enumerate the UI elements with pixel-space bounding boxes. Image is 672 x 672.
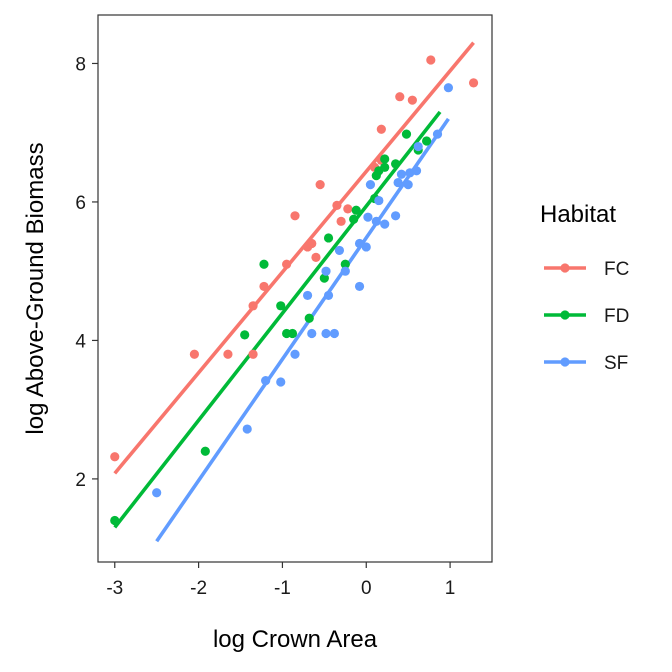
data-point-fc [248, 301, 258, 311]
data-point-fd [240, 330, 250, 340]
data-point-sf [242, 424, 252, 434]
data-point-sf [396, 169, 407, 179]
data-point-sf [321, 328, 331, 339]
x-tick-label: -2 [190, 578, 207, 599]
data-point-fc [468, 78, 479, 88]
data-point-fc [407, 95, 417, 105]
data-point-sf [411, 166, 422, 176]
data-point-fc [189, 349, 200, 359]
data-point-fc [223, 349, 233, 359]
data-point-sf [403, 180, 413, 190]
legend-item-fd: FD [544, 306, 629, 327]
legend-item-fc: FC [544, 259, 629, 280]
data-point-sf [340, 266, 350, 276]
x-tick-label: -3 [106, 578, 123, 599]
data-point-sf [390, 211, 401, 221]
data-point-fc [307, 238, 317, 249]
data-point-fd [200, 446, 210, 456]
y-tick-label: 8 [75, 54, 86, 75]
data-point-sf [290, 349, 300, 359]
fit-line-fc [113, 41, 475, 475]
data-point-fc [282, 259, 292, 269]
data-point-sf [302, 290, 313, 301]
fit-line-sf [155, 117, 450, 543]
data-point-fc [315, 180, 325, 190]
y-axis: 2 4 6 8 [75, 54, 98, 491]
data-point-fd [380, 154, 390, 164]
data-point-sf [329, 328, 339, 339]
y-axis-title: log Above-Ground Biomass [22, 142, 49, 434]
plot-panel-border [97, 14, 493, 563]
data-point-fd [349, 214, 359, 224]
data-point-fd [276, 301, 286, 311]
legend-title: Habitat [540, 201, 616, 228]
data-point-sf [323, 290, 334, 301]
data-point-fc [248, 349, 258, 359]
data-point-fc [343, 204, 353, 214]
data-point-fd [323, 233, 334, 243]
legend-key-point-fd [560, 310, 570, 320]
legend: Habitat FC FD SF [540, 201, 629, 374]
data-point-fc [376, 124, 386, 134]
data-point-fd [340, 259, 350, 269]
data-point-fd [110, 515, 120, 526]
data-point-sf [371, 216, 381, 226]
x-axis-title: log Crown Area [213, 626, 378, 653]
legend-label-fc: FC [604, 259, 629, 280]
data-point-sf [354, 281, 365, 292]
data-point-fd [380, 162, 390, 172]
data-point-fc [311, 252, 321, 262]
data-point-fd [319, 273, 329, 283]
data-point-sf [261, 375, 271, 386]
data-point-sf [380, 219, 390, 229]
data-point-sf [321, 266, 331, 276]
data-point-fc [332, 200, 342, 211]
legend-key-point-fc [560, 263, 570, 273]
data-point-fc [290, 211, 300, 221]
data-point-fd [422, 136, 432, 146]
legend-label-fd: FD [604, 306, 629, 327]
legend-key-point-sf [560, 357, 570, 367]
data-point-sf [307, 328, 317, 339]
data-points [110, 55, 479, 526]
data-point-fd [401, 129, 412, 139]
data-point-sf [334, 245, 345, 256]
data-point-fd [351, 205, 361, 215]
data-point-sf [443, 83, 454, 93]
x-axis: -3 -2 -1 0 1 [106, 562, 455, 599]
fit-line-fd [113, 110, 442, 529]
data-point-sf [374, 195, 384, 206]
data-point-sf [276, 377, 286, 387]
data-point-sf [413, 141, 423, 152]
fit-lines [113, 41, 475, 543]
legend-item-sf: SF [544, 353, 628, 374]
data-point-fc [110, 452, 120, 462]
data-point-fc [426, 55, 436, 65]
x-tick-label: -1 [274, 578, 291, 599]
y-tick-label: 4 [75, 331, 86, 352]
data-point-fd [259, 259, 269, 269]
data-point-sf [365, 180, 376, 190]
data-point-sf [393, 177, 403, 188]
data-point-sf [432, 129, 443, 139]
x-tick-label: 1 [445, 578, 456, 599]
y-tick-label: 2 [75, 470, 86, 491]
data-point-fc [259, 281, 269, 292]
data-point-fc [395, 92, 405, 102]
data-point-fc [336, 216, 346, 226]
x-tick-label: 0 [361, 578, 372, 599]
legend-label-sf: SF [604, 353, 628, 374]
data-point-fd [287, 328, 298, 339]
data-point-sf [152, 488, 162, 498]
data-point-sf [363, 212, 373, 222]
data-point-fd [390, 159, 401, 169]
data-point-sf [361, 242, 371, 252]
y-tick-label: 6 [75, 193, 86, 214]
data-point-fd [304, 313, 314, 323]
